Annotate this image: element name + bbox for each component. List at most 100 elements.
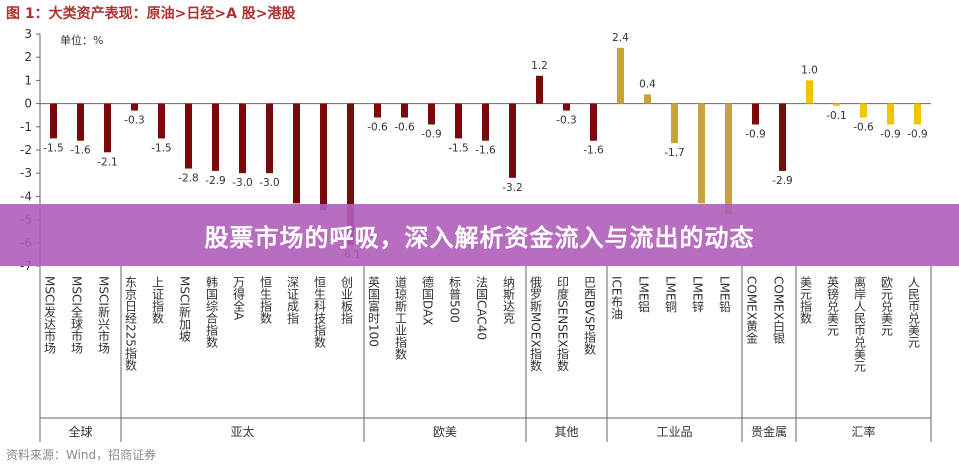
- category-label: 俄罗斯MOEX指数: [529, 276, 543, 373]
- bar: [536, 75, 543, 104]
- bar: [563, 103, 570, 111]
- category-label: 纳斯达克: [502, 276, 516, 325]
- category-label: COMEX黄金: [745, 276, 759, 344]
- bar: [887, 103, 894, 125]
- y-tick-label: -4: [20, 189, 32, 203]
- data-label: -0.6: [394, 122, 415, 134]
- data-label: -1.6: [70, 145, 91, 157]
- bar: [590, 103, 597, 141]
- bar: [104, 103, 111, 153]
- y-tick-label: -1: [20, 120, 32, 134]
- group-label: 贵金属: [751, 424, 787, 439]
- group-label: 全球: [68, 424, 92, 439]
- bar: [914, 103, 921, 125]
- category-label: MSCI发达市场: [43, 276, 57, 354]
- data-label: -1.5: [151, 142, 172, 154]
- chart-title: 图 1：大类资产表现：原油>日经>A 股>港股: [6, 6, 296, 22]
- data-label: 2.4: [612, 32, 629, 44]
- category-label: 英国富时100: [367, 276, 381, 347]
- data-label: -0.1: [826, 110, 847, 122]
- category-label: 巴西BVSP指数: [583, 276, 597, 355]
- group-label: 亚太: [230, 424, 254, 439]
- data-label: -3.0: [232, 177, 253, 189]
- bar: [77, 103, 84, 141]
- bar: [779, 103, 786, 171]
- bar: [455, 103, 462, 139]
- bar: [266, 103, 273, 174]
- data-label: -2.8: [178, 173, 199, 185]
- category-label: 印度SENSEX指数: [556, 276, 570, 373]
- category-label: 人民币兑美元: [907, 276, 921, 349]
- category-label: MSCI全球市场: [70, 276, 84, 354]
- y-tick-label: -7: [20, 259, 32, 273]
- category-label: LME铅: [718, 276, 732, 313]
- category-label: COMEX白银: [772, 276, 786, 344]
- bar: [509, 103, 516, 178]
- category-label: 万得全A: [232, 276, 246, 321]
- data-label: -0.9: [745, 128, 766, 140]
- group-label: 工业品: [656, 425, 692, 439]
- bar: [698, 103, 705, 204]
- category-label: 道琼斯工业指数: [394, 276, 408, 361]
- y-tick-label: 0: [24, 97, 32, 111]
- data-label: -2.9: [772, 175, 793, 187]
- data-label: -3.0: [259, 177, 280, 189]
- bar: [50, 103, 57, 139]
- group-label: 其他: [554, 425, 578, 439]
- bar: [185, 103, 192, 169]
- category-label: 离岸人民币兑美元: [853, 275, 867, 373]
- data-label: -0.6: [853, 122, 874, 134]
- category-label: LME铝: [637, 276, 651, 313]
- bar: [671, 103, 678, 144]
- bar: [320, 103, 327, 211]
- bar: [617, 47, 624, 104]
- bar: [752, 103, 759, 125]
- bar: [212, 103, 219, 171]
- category-label: LME铜: [664, 276, 678, 313]
- bar: [833, 103, 840, 106]
- category-label: LME锌: [691, 276, 705, 313]
- bar: [374, 103, 381, 118]
- category-label: 韩国综合指数: [205, 275, 219, 349]
- category-label: 上证指数: [151, 276, 165, 325]
- overlay-banner: 股票市场的呼吸，深入解析资金流入与流出的动态: [0, 204, 959, 266]
- bar: [401, 103, 408, 118]
- y-tick-label: 3: [24, 27, 32, 41]
- data-label: -2.1: [97, 156, 118, 168]
- data-label: -0.9: [880, 128, 901, 140]
- data-label: -1.6: [583, 145, 604, 157]
- data-label: -1.6: [475, 145, 496, 157]
- data-label: -1.5: [43, 142, 64, 154]
- y-tick-label: 2: [24, 50, 32, 64]
- y-tick-label: -3: [20, 166, 32, 180]
- bar: [158, 103, 165, 139]
- category-label: 东京日经225指数: [124, 276, 138, 372]
- bar: [860, 103, 867, 118]
- bar: [482, 103, 489, 141]
- data-label: -0.9: [907, 128, 928, 140]
- category-label: 深证成指: [286, 276, 300, 325]
- unit-label: 单位：%: [60, 33, 103, 47]
- data-label: -0.3: [124, 115, 145, 127]
- data-label: -0.3: [556, 115, 577, 127]
- bar: [644, 94, 651, 104]
- bar: [806, 80, 813, 104]
- overlay-banner-text: 股票市场的呼吸，深入解析资金流入与流出的动态: [204, 223, 755, 252]
- y-tick-label: 1: [24, 73, 32, 87]
- bar: [725, 103, 732, 215]
- y-tick-label: -2: [20, 143, 32, 157]
- category-label: 英镑兑美元: [826, 276, 840, 337]
- category-label: MSCI新加坡: [178, 276, 192, 342]
- source-note: 资料来源：Wind，招商证券: [6, 448, 157, 462]
- category-label: 恒生指数: [259, 276, 273, 325]
- bar: [293, 103, 300, 204]
- category-label: 欧元兑美元: [880, 276, 894, 337]
- category-label: ICE布油: [610, 276, 624, 320]
- category-label: 德国DAX: [421, 275, 435, 326]
- bar: [239, 103, 246, 174]
- data-label: -3.2: [502, 182, 523, 194]
- data-label: 1.0: [801, 64, 818, 76]
- data-label: -2.9: [205, 175, 226, 187]
- data-label: -1.5: [448, 142, 469, 154]
